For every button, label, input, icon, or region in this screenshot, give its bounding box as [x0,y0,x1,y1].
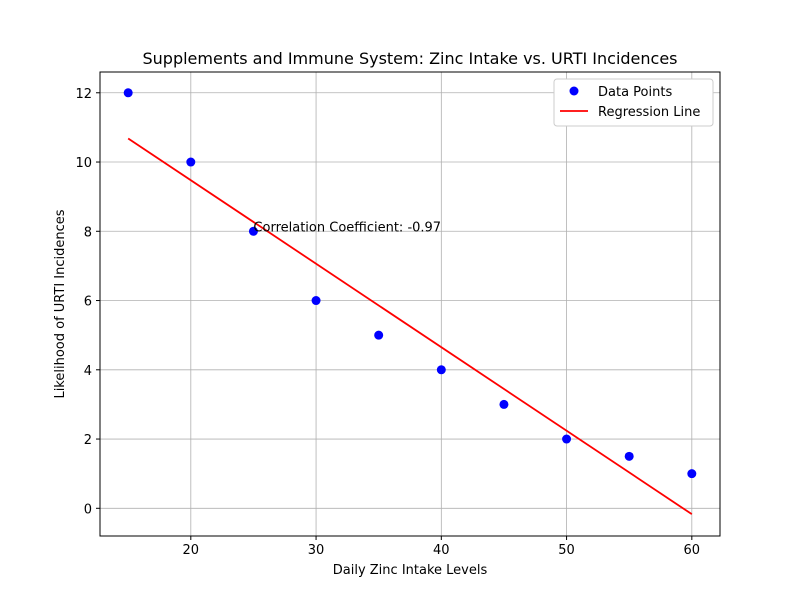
y-tick-label-8: 8 [84,225,92,240]
data-point-10 [687,469,697,479]
data-point-5 [374,330,384,340]
x-tick-label-20: 20 [183,543,200,558]
grid [100,72,720,536]
legend-box [553,78,714,127]
data-point-2 [186,157,196,167]
legend-label-data-points: Data Points [598,85,672,100]
y-axis-title: Likelihood of URTI Incidences [53,209,68,398]
data-points-layer [123,88,697,479]
data-point-8 [562,434,572,444]
y-tick-label-6: 6 [84,295,92,310]
plot-frame [99,71,721,537]
x-tick-label-40: 40 [433,543,450,558]
x-axis-title: Daily Zinc Intake Levels [333,563,488,578]
data-point-1 [123,88,133,98]
legend-marker-data-points [569,86,579,96]
ticks: 20 30 40 50 60 0 2 4 6 8 10 12 [75,87,700,558]
data-point-4 [311,296,321,306]
data-point-9 [624,451,634,461]
x-tick-label-30: 30 [308,543,325,558]
regression-line [127,137,693,515]
regression-layer [127,137,693,515]
data-point-3 [248,226,258,236]
chart-title: Supplements and Immune System: Zinc Inta… [142,49,677,68]
y-tick-label-2: 2 [84,433,92,448]
legend: Data Points Regression Line [553,78,714,127]
x-tick-label-50: 50 [558,543,575,558]
data-point-6 [436,365,446,375]
legend-label-regression-line: Regression Line [598,105,700,120]
x-tick-label-60: 60 [684,543,701,558]
y-tick-label-4: 4 [84,364,92,379]
y-tick-label-10: 10 [75,156,92,171]
y-tick-label-0: 0 [84,502,92,517]
annotation-correlation: Correlation Coefficient: -0.97 [253,220,441,235]
data-point-7 [499,399,509,409]
y-tick-label-12: 12 [75,87,92,102]
